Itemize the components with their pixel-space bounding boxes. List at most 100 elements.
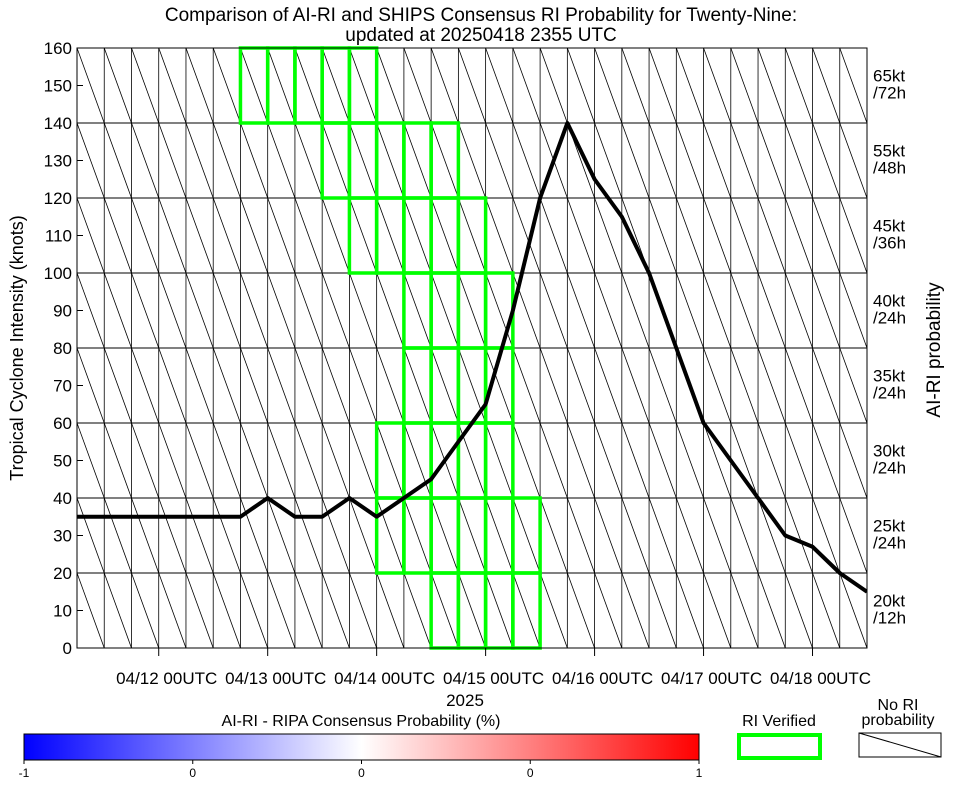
hatch-line xyxy=(485,122,514,199)
hatch-line xyxy=(839,497,867,574)
threshold-label-speed: 40kt xyxy=(873,292,905,311)
x-tick-label: 04/12 00UTC xyxy=(116,669,217,688)
hatch-line xyxy=(703,197,732,274)
legend-no-ri-label-line1: No RI xyxy=(878,697,919,714)
hatch-line xyxy=(485,197,514,274)
hatch-line xyxy=(212,48,241,124)
colorbar-tick-label: 0 xyxy=(527,766,534,780)
hatch-line xyxy=(784,48,813,124)
hatch-line xyxy=(566,497,595,574)
hatch-line xyxy=(757,422,786,499)
hatch-line xyxy=(458,572,486,648)
hatch-line xyxy=(321,197,350,274)
intensity-point xyxy=(675,347,677,349)
hatch-line xyxy=(566,422,595,499)
hatch-line xyxy=(212,272,241,349)
x-axis: 04/12 00UTC 04/13 00UTC 04/14 00UTC 04/15 0… xyxy=(116,648,871,688)
y-tick-label: 40 xyxy=(53,489,72,508)
threshold-label-window: /24h xyxy=(873,384,906,403)
y-tick-label: 90 xyxy=(53,302,72,321)
y-tick-label: 80 xyxy=(53,339,72,358)
hatch-line xyxy=(430,497,459,574)
y-tick-label: 140 xyxy=(44,114,72,133)
hatch-line xyxy=(839,272,867,349)
hatch-line xyxy=(594,422,623,499)
hatch-line xyxy=(267,347,296,424)
hatch-line xyxy=(349,48,378,124)
intensity-point xyxy=(239,516,241,518)
hatch-line xyxy=(539,272,568,349)
threshold-label-speed: 35kt xyxy=(873,367,905,386)
hatch-line xyxy=(648,572,677,648)
hatch-line xyxy=(430,347,459,424)
y-tick-label: 50 xyxy=(53,452,72,471)
hatch-line xyxy=(512,197,541,274)
hatch-line xyxy=(703,347,732,424)
hatch-line xyxy=(158,422,187,499)
hatch-line xyxy=(621,122,650,199)
hatch-line xyxy=(539,497,568,574)
hatch-line xyxy=(321,272,350,349)
hatch-line xyxy=(403,497,432,574)
intensity-point xyxy=(703,422,705,424)
intensity-point xyxy=(485,403,487,405)
hatch-line xyxy=(784,572,813,648)
hatch-line xyxy=(730,347,759,424)
hatch-line xyxy=(621,572,650,648)
hatch-line xyxy=(839,197,867,274)
y-tick-label: 30 xyxy=(53,527,72,546)
hatch-line xyxy=(376,48,405,124)
hatch-line xyxy=(485,272,514,349)
hatch-line xyxy=(594,272,623,349)
hatch-line xyxy=(648,422,677,499)
hatch-line xyxy=(566,48,595,124)
hatch-line xyxy=(158,197,187,274)
y-tick-label: 20 xyxy=(53,564,72,583)
right-threshold-labels: 65kt/72h55kt/48h45kt/36h40kt/24h35kt/24h… xyxy=(873,67,906,628)
hatch-line xyxy=(839,347,867,424)
hatch-line xyxy=(158,122,187,199)
hatch-line xyxy=(185,48,214,124)
hatch-line xyxy=(321,122,350,199)
hatch-line xyxy=(240,572,269,648)
hatch-line xyxy=(675,272,704,349)
x-tick-label: 04/17 00UTC xyxy=(661,669,762,688)
hatch-line xyxy=(212,497,241,574)
threshold-label-speed: 25kt xyxy=(873,517,905,536)
hatch-line xyxy=(77,272,105,349)
hatch-line xyxy=(539,347,568,424)
hatch-line xyxy=(703,497,732,574)
hatch-line xyxy=(267,422,296,499)
hatch-line xyxy=(376,197,405,274)
hatch-line xyxy=(376,497,405,574)
hatch-line xyxy=(648,347,677,424)
hatch-line xyxy=(103,48,132,124)
hatch-line xyxy=(131,497,160,574)
hatch-line xyxy=(839,122,867,199)
y-axis: 0 10 20 30 40 50 60 70 80 90 100 110 120 130 140 150 160 xyxy=(44,39,83,658)
hatch-line xyxy=(784,272,813,349)
legend-no-ri-swatch xyxy=(858,732,942,758)
hatch-line xyxy=(185,572,214,648)
hatch-line xyxy=(485,347,514,424)
y-axis-label: Tropical Cyclone Intensity (knots) xyxy=(7,215,27,480)
legend-ri-verified-swatch xyxy=(737,733,822,760)
threshold-label-speed: 20kt xyxy=(873,592,905,611)
hatch-line xyxy=(784,497,813,574)
hatch-line xyxy=(240,497,269,574)
intensity-point xyxy=(757,497,759,499)
hatch-line xyxy=(812,572,841,648)
threshold-label-window: /24h xyxy=(873,459,906,478)
intensity-line-layer xyxy=(77,121,867,594)
hatch-line xyxy=(158,347,187,424)
hatch-line xyxy=(212,422,241,499)
hatch-line xyxy=(512,48,541,124)
hatch-line xyxy=(485,422,514,499)
hatch-line xyxy=(349,272,378,349)
threshold-label-window: /24h xyxy=(873,534,906,553)
hatch-line xyxy=(458,122,486,199)
hatch-line xyxy=(185,197,214,274)
hatch-line xyxy=(185,347,214,424)
hatch-line xyxy=(485,572,514,648)
